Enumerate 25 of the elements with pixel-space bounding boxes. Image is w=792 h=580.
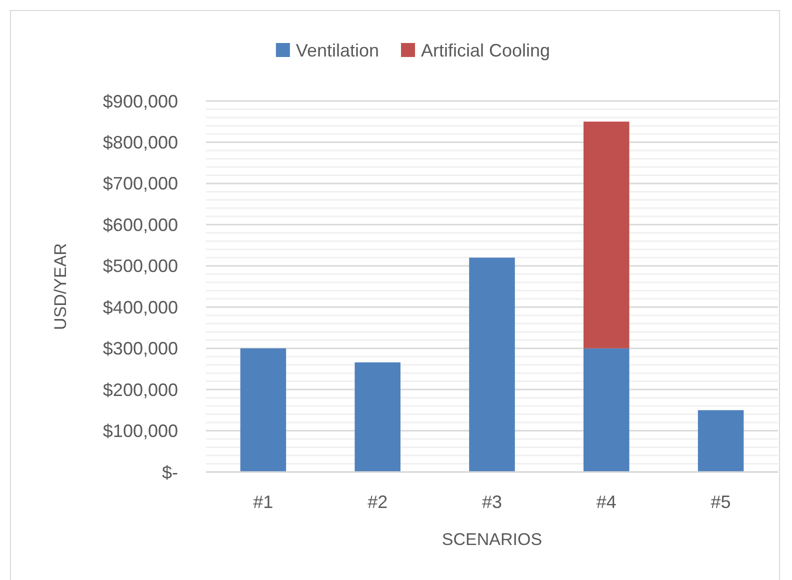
bar (469, 258, 515, 472)
legend-label: Artificial Cooling (421, 40, 550, 60)
y-tick-label: $100,000 (102, 421, 178, 442)
y-tick-label: $600,000 (102, 214, 178, 235)
bar (354, 362, 400, 472)
y-tick-label: $200,000 (102, 380, 178, 400)
y-tick-label: $800,000 (102, 132, 178, 153)
bar (698, 410, 744, 472)
x-tick-label: #3 (482, 492, 502, 512)
y-tick-label: $700,000 (102, 174, 178, 194)
y-tick-label: $300,000 (102, 338, 178, 359)
x-tick-label: #4 (596, 492, 616, 512)
x-tick-label: #5 (710, 492, 731, 512)
x-axis-title: SCENARIOS (442, 530, 542, 549)
bar (240, 348, 286, 472)
y-axis-title: USD/YEAR (51, 243, 70, 330)
y-tick-label: $- (162, 462, 178, 482)
y-tick-label: $900,000 (102, 91, 178, 112)
bar (584, 348, 630, 472)
bar (584, 122, 630, 348)
y-tick-label: $400,000 (102, 297, 178, 318)
legend-label: Ventilation (296, 40, 380, 60)
y-tick-label: $500,000 (102, 256, 178, 276)
x-tick-label: #2 (368, 492, 388, 512)
x-tick-label: #1 (253, 492, 274, 512)
